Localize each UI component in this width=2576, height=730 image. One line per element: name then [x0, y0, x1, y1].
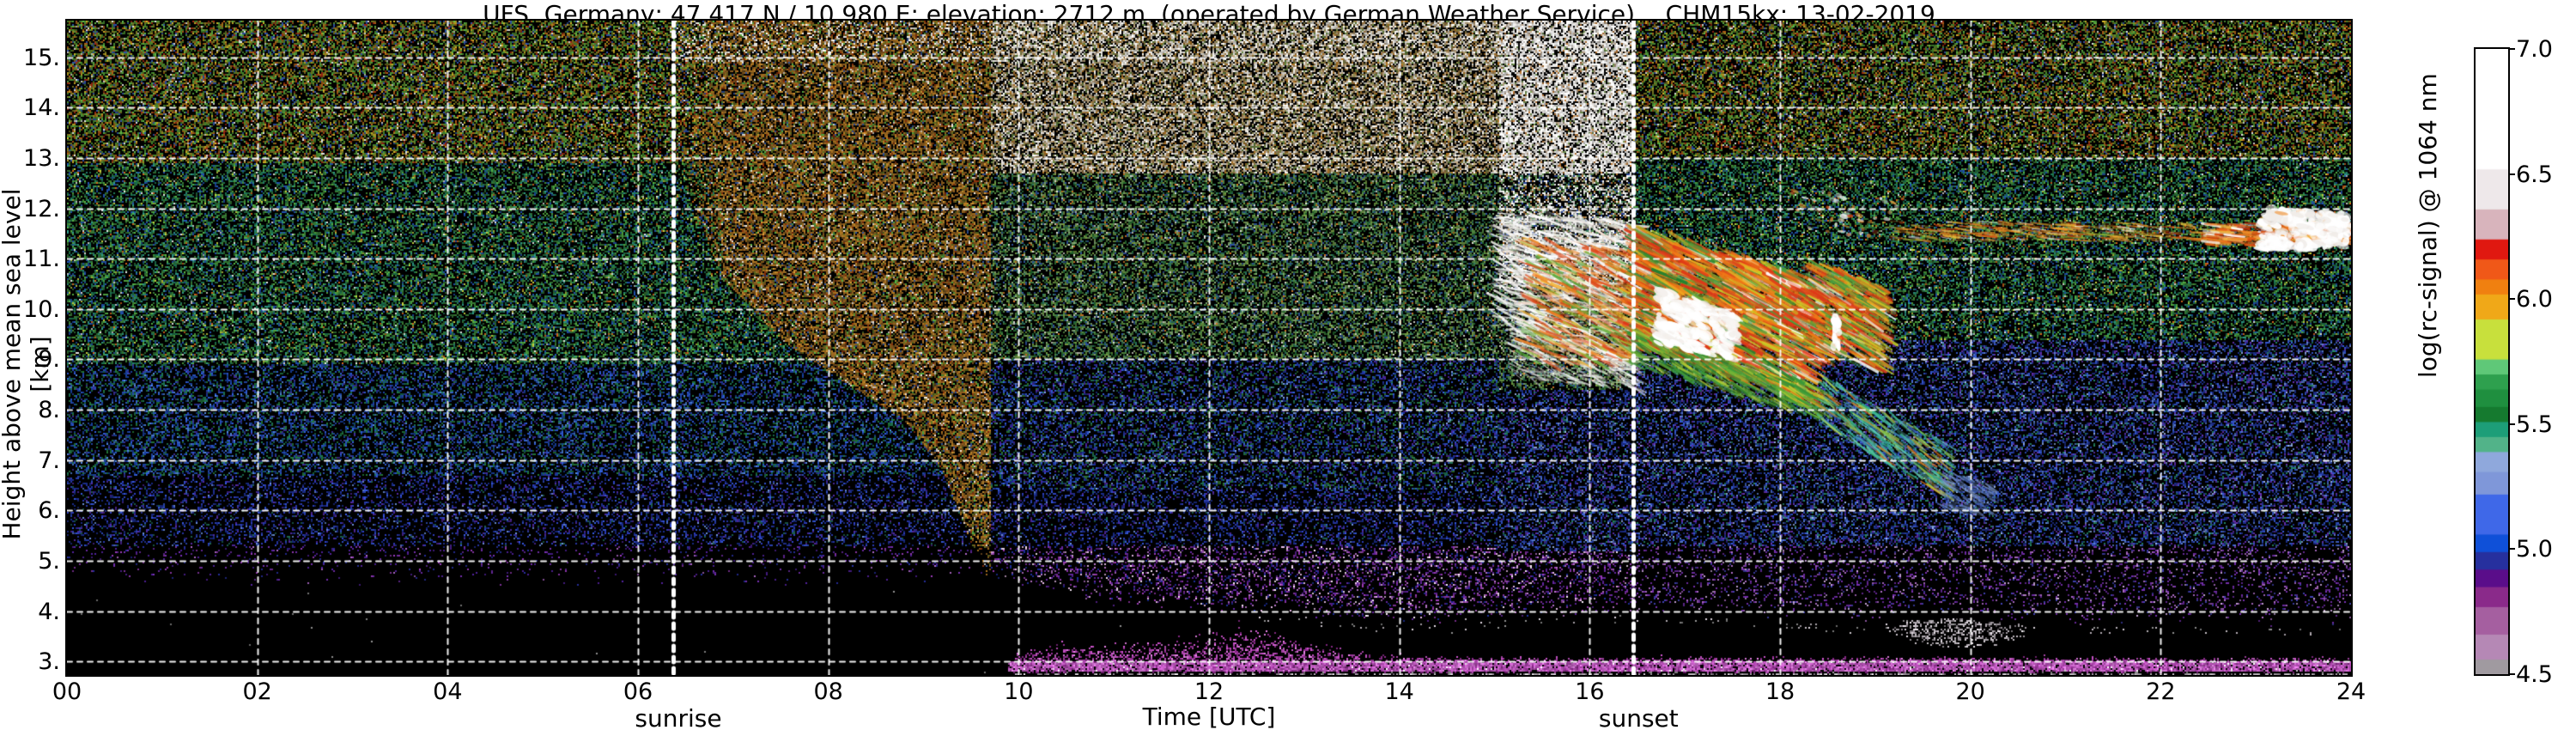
y-tick-label: 12.: [23, 195, 60, 222]
x-tick-label: 10: [1004, 678, 1034, 705]
y-tick-label: 15.: [23, 44, 60, 71]
colorbar-label: log(rc-signal) @ 1064 nm: [2414, 73, 2442, 378]
x-tick-label: 02: [242, 678, 272, 705]
heatmap-plot-area: [65, 19, 2353, 677]
sunrise-annotation: sunrise: [635, 704, 722, 730]
y-tick-label: 6.: [38, 497, 60, 525]
x-tick-label: 16: [1575, 678, 1605, 705]
x-tick-label: 12: [1194, 678, 1224, 705]
colorbar-tick-label: 5.5: [2516, 411, 2553, 438]
y-tick-label: 5.: [38, 547, 60, 575]
colorbar-tick-mark: [2508, 173, 2515, 175]
x-tick-label: 06: [623, 678, 653, 705]
y-tick-label: 4.: [38, 598, 60, 625]
colorbar-tick-label: 7.0: [2516, 36, 2553, 63]
y-tick-label: 10.: [23, 295, 60, 323]
colorbar-tick-mark: [2508, 298, 2515, 301]
y-tick-label: 14.: [23, 94, 60, 122]
y-tick-label: 9.: [38, 346, 60, 374]
colorbar-tick-label: 4.5: [2516, 661, 2553, 688]
colorbar-tick-mark: [2508, 548, 2515, 551]
y-tick-label: 8.: [38, 397, 60, 424]
colorbar: [2474, 47, 2510, 676]
x-tick-label: 18: [1765, 678, 1795, 705]
x-tick-label: 00: [52, 678, 82, 705]
x-tick-label: 24: [2336, 678, 2366, 705]
y-tick-label: 7.: [38, 447, 60, 474]
y-tick-label: 11.: [23, 246, 60, 273]
colorbar-tick-mark: [2508, 423, 2515, 425]
y-tick-label: 13.: [23, 145, 60, 173]
colorbar-tick-label: 6.5: [2516, 161, 2553, 188]
x-tick-label: 04: [433, 678, 463, 705]
colorbar-tick-mark: [2508, 673, 2515, 675]
sunset-annotation: sunset: [1598, 704, 1679, 730]
colorbar-tick-mark: [2508, 48, 2515, 50]
colorbar-canvas: [2476, 49, 2508, 674]
x-tick-label: 22: [2146, 678, 2176, 705]
x-tick-label: 14: [1384, 678, 1414, 705]
colorbar-tick-label: 6.0: [2516, 286, 2553, 313]
x-tick-label: 08: [813, 678, 843, 705]
heatmap-canvas: [67, 21, 2351, 675]
x-tick-label: 20: [1955, 678, 1985, 705]
y-tick-label: 3.: [38, 648, 60, 676]
colorbar-tick-label: 5.0: [2516, 536, 2553, 563]
x-axis-title: Time [UTC]: [1142, 703, 1276, 730]
